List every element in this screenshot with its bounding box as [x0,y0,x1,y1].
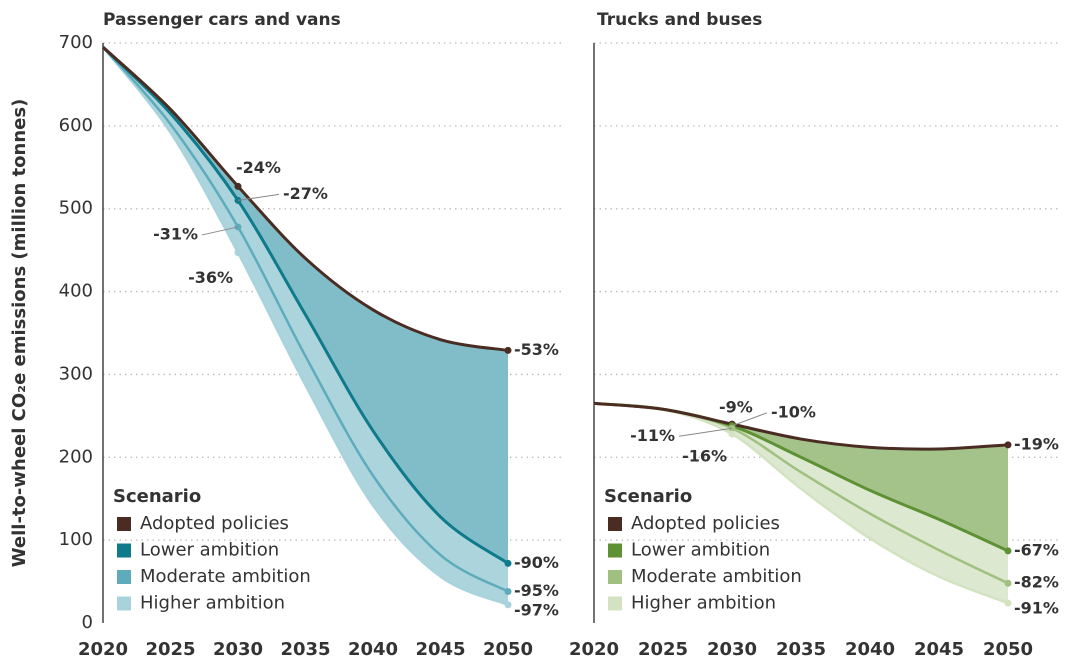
y-tick-label: 400 [59,281,93,302]
legend-label: Adopted policies [140,513,289,534]
legend-label: Lower ambition [631,540,770,561]
point [1004,579,1012,587]
legend-swatch [117,543,131,558]
legend-label: Higher ambition [631,593,776,614]
series-line [593,401,1009,451]
leader-line [678,427,733,437]
series-line [101,46,509,565]
series-line [102,46,509,606]
value-label: -67% [1014,540,1059,559]
leader-line [237,193,280,201]
y-tick-label: 200 [59,446,93,467]
value-label: -19% [1014,434,1059,453]
area-band [594,403,1008,551]
legend-swatch [117,570,131,584]
x-tick-label: 2030 [707,639,757,660]
leader-line [201,226,239,236]
y-tick-label: 300 [59,363,93,384]
area-band [103,47,508,564]
x-tick-label: 2020 [569,639,619,660]
point [504,559,512,567]
value-label: -24% [236,158,281,177]
value-label: -31% [153,224,198,243]
point [234,249,242,257]
value-label: -27% [283,184,328,203]
y-tick-label: 100 [59,529,93,550]
x-tick-label: 2050 [483,639,533,660]
area-band [103,47,508,605]
x-tick-label: 2045 [914,639,964,660]
legend-swatch [117,517,131,531]
legend-swatch [117,596,131,611]
legend-swatch [608,596,622,611]
point [504,588,512,596]
value-label: -97% [514,600,559,619]
x-tick-label: 2035 [280,639,330,660]
value-label: -90% [514,553,559,572]
point [1004,441,1012,449]
area-band [594,403,1008,604]
y-axis-label: Well-to-wheel CO₂e emissions (million to… [9,99,30,568]
series-line [102,46,509,593]
legend-label: Moderate ambition [631,566,802,587]
y-tick-label: 500 [59,198,93,219]
x-tick-label: 2035 [776,639,826,660]
value-label: -91% [1014,599,1059,618]
legend-title: Scenario [113,486,201,507]
x-tick-label: 2025 [638,639,688,660]
series-line [101,46,509,352]
legend-label: Adopted policies [631,513,780,534]
point [1004,599,1012,607]
x-tick-label: 2020 [78,639,128,660]
value-label: -16% [682,447,727,466]
point [728,430,736,438]
value-label: -95% [514,581,559,600]
value-label: -11% [630,426,675,445]
legend-swatch [608,543,622,558]
legend-swatch [608,517,622,531]
value-label: -82% [1014,573,1059,592]
x-tick-label: 2040 [845,639,895,660]
legend-swatch [608,570,622,584]
x-tick-label: 2050 [983,639,1033,660]
point [234,182,242,190]
x-tick-label: 2030 [213,639,263,660]
x-tick-label: 2045 [415,639,465,660]
value-label: -36% [188,268,233,287]
value-label: -9% [719,398,753,417]
value-label: -53% [514,340,559,359]
panel-title: Trucks and buses [597,10,762,30]
x-tick-label: 2040 [348,639,398,660]
point [1004,547,1012,555]
legend-label: Lower ambition [140,540,279,561]
y-tick-label: 0 [82,612,93,633]
point [504,346,512,354]
point [504,601,512,609]
y-tick-label: 700 [59,32,93,53]
value-label: -10% [771,402,816,421]
leader-line [731,412,768,427]
x-tick-label: 2025 [145,639,195,660]
legend-title: Scenario [604,486,692,507]
y-tick-label: 600 [59,115,93,136]
legend-label: Moderate ambition [140,566,311,587]
legend-label: Higher ambition [140,593,285,614]
panel-title: Passenger cars and vans [103,10,341,30]
